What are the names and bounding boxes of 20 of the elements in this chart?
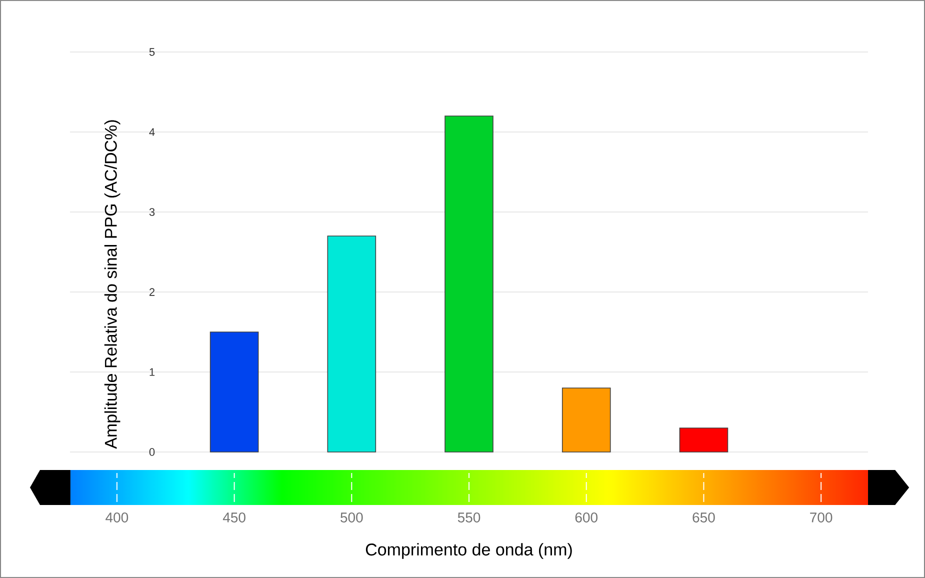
x-tick-label: 450 — [222, 512, 246, 522]
bar — [210, 332, 259, 452]
x-tick-label: 500 — [340, 512, 363, 522]
x-tick-label: 650 — [692, 512, 715, 522]
x-tick-label: 700 — [810, 512, 832, 522]
bar — [679, 428, 728, 452]
y-axis-title: Amplitude Relativa do sinal PPG (AC/DC%) — [104, 120, 120, 449]
x-tick-label: 400 — [106, 512, 128, 522]
y-tick-label: 5 — [149, 48, 155, 56]
y-tick-label: 4 — [149, 128, 155, 136]
y-tick-label: 3 — [149, 208, 155, 216]
x-tick-label: 550 — [458, 512, 480, 522]
y-tick-label: 1 — [150, 368, 155, 376]
bar — [562, 388, 611, 452]
x-tick-label: 600 — [575, 512, 598, 522]
y-tick-label: 0 — [149, 448, 155, 456]
bar — [444, 116, 494, 452]
y-tick-label: 2 — [149, 288, 155, 296]
x-axis-title: Comprimento de onda (nm) — [366, 543, 572, 559]
bar — [327, 236, 376, 452]
